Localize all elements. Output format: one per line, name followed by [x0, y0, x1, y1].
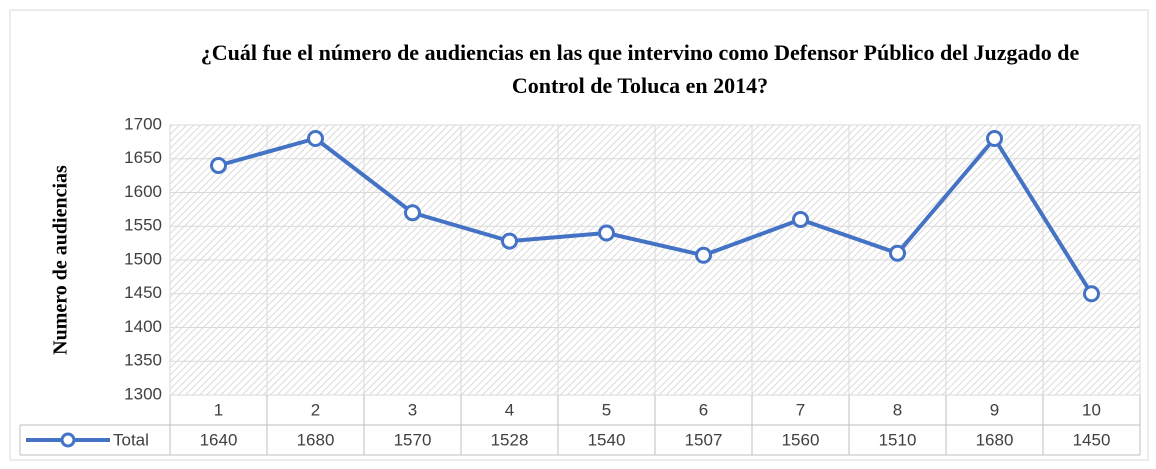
point-marker — [792, 211, 809, 228]
x-tick-label: 6 — [699, 400, 708, 419]
table-value: 1510 — [879, 430, 917, 449]
x-tick-label: 7 — [796, 400, 805, 419]
x-tick-label: 9 — [990, 400, 999, 419]
table-value: 1540 — [588, 430, 626, 449]
table-value: 1528 — [491, 430, 529, 449]
x-tick-label: 2 — [311, 400, 320, 419]
legend-label: Total — [113, 430, 149, 449]
table-value: 1570 — [394, 430, 432, 449]
y-tick-label: 1400 — [124, 317, 162, 336]
x-tick-label: 8 — [893, 400, 902, 419]
y-tick-label: 1600 — [124, 182, 162, 201]
y-tick-label: 1350 — [124, 351, 162, 370]
x-tick-label: 5 — [602, 400, 611, 419]
y-tick-label: 1700 — [124, 114, 162, 133]
series-line — [217, 136, 1094, 295]
table-value: 1640 — [200, 430, 238, 449]
table-value: 1680 — [976, 430, 1014, 449]
point-marker — [307, 130, 324, 147]
y-tick-label: 1650 — [124, 148, 162, 167]
x-tick-label: 10 — [1082, 400, 1101, 419]
y-tick-label: 1500 — [124, 249, 162, 268]
y-tick-label: 1300 — [124, 384, 162, 403]
point-marker — [1083, 285, 1100, 303]
point-marker — [210, 157, 227, 174]
point-marker — [986, 130, 1003, 147]
point-marker — [695, 246, 712, 264]
table-value: 1680 — [297, 430, 335, 449]
point-marker — [404, 204, 421, 222]
x-tick-label: 3 — [408, 400, 417, 419]
table-value: 1507 — [685, 430, 723, 449]
y-axis-label: Numero de audiencias — [50, 165, 72, 355]
legend-marker — [60, 432, 76, 448]
point-marker — [598, 224, 615, 242]
point-marker — [889, 244, 906, 262]
x-tick-label: 4 — [505, 400, 514, 419]
point-marker — [501, 232, 518, 250]
y-tick-label: 1450 — [124, 283, 162, 302]
chart-border — [9, 9, 1149, 461]
y-tick-label: 1550 — [124, 216, 162, 235]
chart-title: ¿Cuál fue el número de audiencias en las… — [200, 40, 1080, 98]
x-tick-label: 1 — [214, 400, 223, 419]
table-value: 1450 — [1073, 430, 1111, 449]
table-value: 1560 — [782, 430, 820, 449]
